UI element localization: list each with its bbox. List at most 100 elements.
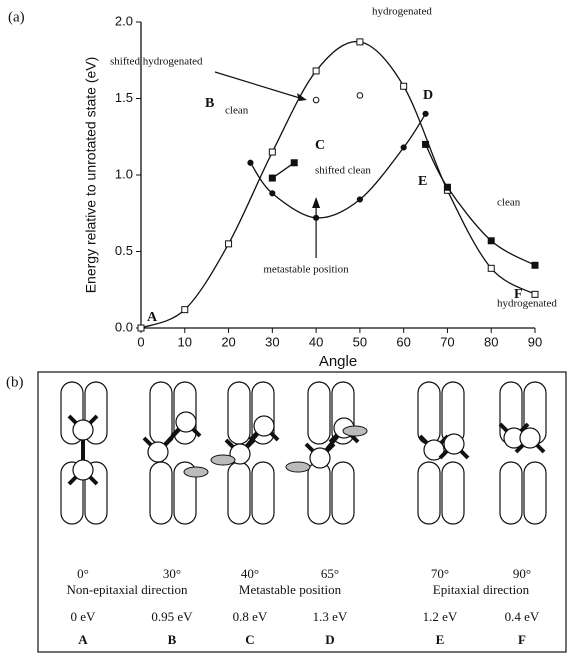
marker bbox=[356, 38, 364, 46]
marker bbox=[356, 92, 364, 99]
atom-lobe bbox=[84, 381, 108, 445]
arrow-head bbox=[297, 93, 307, 101]
atom-lobe bbox=[331, 461, 355, 525]
angle-label: 0° bbox=[77, 566, 89, 581]
atom-lobe bbox=[251, 461, 275, 525]
x-tick-label: 40 bbox=[309, 334, 323, 349]
annotation: metastable position bbox=[263, 264, 349, 276]
x-tick-label: 20 bbox=[221, 334, 235, 349]
x-axis-label: Angle bbox=[319, 353, 357, 370]
angle-label: 70° bbox=[431, 566, 449, 581]
annotation: D bbox=[423, 88, 433, 103]
series-line bbox=[140, 41, 536, 329]
arrow bbox=[214, 71, 304, 100]
hydrogen bbox=[342, 425, 368, 437]
direction-label: Metastable position bbox=[239, 582, 342, 597]
marker bbox=[181, 306, 189, 314]
x-tick-label: 60 bbox=[396, 334, 410, 349]
atom bbox=[72, 419, 94, 441]
hydrogen bbox=[285, 461, 311, 473]
marker bbox=[531, 261, 539, 269]
atom-lobe bbox=[84, 461, 108, 525]
marker bbox=[531, 290, 539, 298]
marker bbox=[443, 183, 451, 191]
x-tick-label: 30 bbox=[265, 334, 279, 349]
series-label: clean bbox=[497, 197, 521, 209]
state-letter: C bbox=[245, 632, 254, 647]
series-label: shifted clean bbox=[315, 165, 371, 177]
marker bbox=[247, 159, 254, 166]
marker bbox=[290, 159, 298, 167]
annotation: B bbox=[205, 96, 214, 111]
series-label: clean bbox=[225, 105, 249, 117]
atom bbox=[147, 441, 169, 463]
y-tick-label: 0.5 bbox=[115, 243, 133, 258]
panel-label: (a) bbox=[8, 9, 25, 25]
annotation: F bbox=[514, 287, 523, 302]
energy-label: 0.8 eV bbox=[233, 609, 268, 624]
angle-label: 65° bbox=[321, 566, 339, 581]
marker bbox=[312, 67, 320, 75]
y-tick-label: 1.5 bbox=[115, 90, 133, 105]
atom-lobe bbox=[499, 461, 523, 525]
atom bbox=[443, 433, 465, 455]
x-tick-label: 10 bbox=[178, 334, 192, 349]
angle-label: 40° bbox=[241, 566, 259, 581]
panel-b-frame bbox=[37, 371, 567, 653]
y-axis-label: Energy relative to unrotated state (eV) bbox=[83, 57, 99, 294]
energy-label: 0.95 eV bbox=[151, 609, 193, 624]
panel-label: (b) bbox=[6, 374, 24, 390]
angle-label: 30° bbox=[163, 566, 181, 581]
marker bbox=[268, 148, 276, 156]
marker bbox=[268, 174, 276, 182]
atom bbox=[253, 415, 275, 437]
angle-label: 90° bbox=[513, 566, 531, 581]
atom bbox=[519, 427, 541, 449]
marker bbox=[487, 264, 495, 272]
marker bbox=[225, 240, 233, 248]
atom bbox=[175, 411, 197, 433]
annotation: E bbox=[418, 174, 427, 189]
marker bbox=[400, 82, 408, 90]
y-tick-label: 1.0 bbox=[115, 166, 133, 181]
atom-lobe bbox=[60, 461, 84, 525]
state-letter: A bbox=[78, 632, 88, 647]
state-letter: B bbox=[168, 632, 177, 647]
energy-label: 1.2 eV bbox=[423, 609, 458, 624]
atom-lobe bbox=[60, 381, 84, 445]
state-letter: D bbox=[325, 632, 334, 647]
atom-lobe bbox=[227, 461, 251, 525]
atom-lobe bbox=[417, 461, 441, 525]
annotation: A bbox=[147, 310, 158, 325]
marker bbox=[487, 237, 495, 245]
atom-lobe bbox=[523, 461, 547, 525]
y-tick-label: 0.0 bbox=[115, 319, 133, 334]
marker bbox=[312, 96, 320, 104]
series-label: hydrogenated bbox=[372, 6, 432, 18]
x-tick-label: 90 bbox=[528, 334, 542, 349]
annotation: C bbox=[315, 138, 325, 153]
atom-lobe bbox=[307, 461, 331, 525]
x-tick-label: 80 bbox=[484, 334, 498, 349]
energy-label: 1.3 eV bbox=[313, 609, 348, 624]
series-label: shifted hydrogenated bbox=[110, 56, 203, 68]
atom-lobe bbox=[173, 381, 197, 445]
atom-lobe bbox=[307, 381, 331, 445]
state-letter: E bbox=[436, 632, 445, 647]
atom bbox=[309, 447, 331, 469]
x-tick-label: 0 bbox=[137, 334, 144, 349]
arrow-head bbox=[312, 197, 321, 208]
series-line bbox=[424, 144, 536, 266]
x-tick-label: 70 bbox=[440, 334, 454, 349]
energy-label: 0.4 eV bbox=[505, 609, 540, 624]
marker bbox=[269, 190, 276, 197]
marker bbox=[422, 110, 429, 117]
direction-label: Non-epitaxial direction bbox=[67, 582, 188, 597]
atom-lobe bbox=[227, 381, 251, 445]
x-tick-label: 50 bbox=[353, 334, 367, 349]
atom bbox=[423, 439, 445, 461]
y-tick-label: 2.0 bbox=[115, 13, 133, 28]
direction-label: Epitaxial direction bbox=[433, 582, 530, 597]
marker bbox=[356, 196, 363, 203]
